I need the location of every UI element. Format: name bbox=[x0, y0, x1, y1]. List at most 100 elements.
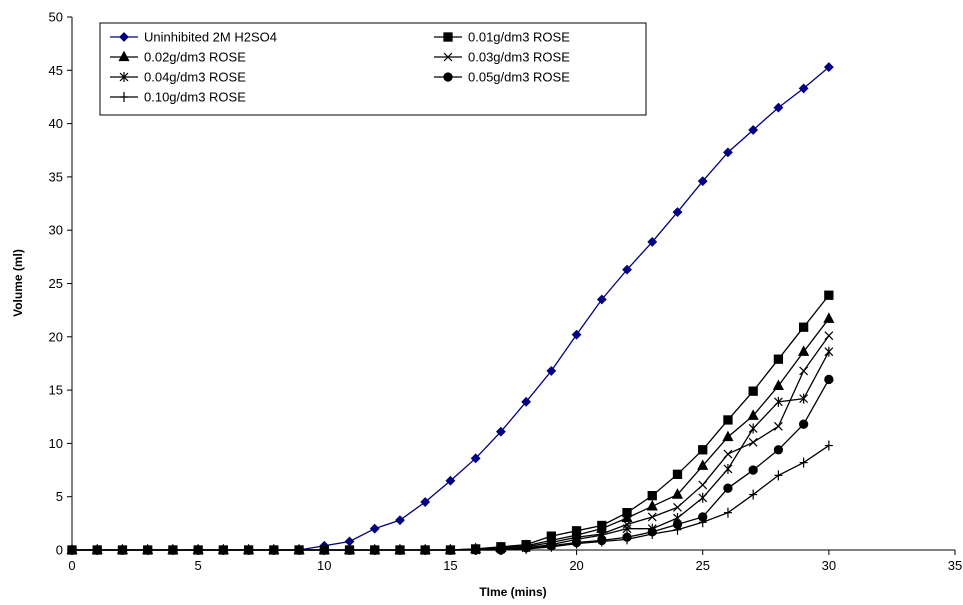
data-point-plus bbox=[345, 545, 354, 555]
data-point-circle bbox=[748, 465, 758, 475]
data-point-diamond bbox=[647, 237, 658, 247]
legend-label: Uninhibited 2M H2SO4 bbox=[144, 30, 277, 45]
data-point-diamond bbox=[369, 523, 380, 534]
data-point-plus bbox=[749, 489, 758, 500]
legend-item: 0.02g/dm3 ROSE bbox=[110, 50, 246, 65]
data-point-diamond bbox=[395, 515, 405, 526]
data-point-plus bbox=[799, 457, 808, 468]
data-point-plus bbox=[120, 92, 128, 102]
data-point-diamond bbox=[723, 147, 733, 158]
data-point-square bbox=[443, 32, 453, 42]
legend-label: 0.01g/dm3 ROSE bbox=[468, 30, 570, 45]
y-tick-label: 35 bbox=[49, 169, 63, 184]
data-point-triangle bbox=[772, 379, 784, 390]
data-point-plus bbox=[295, 545, 304, 555]
y-tick-label: 50 bbox=[49, 10, 63, 25]
data-point-square bbox=[672, 469, 683, 479]
plot-area bbox=[66, 62, 835, 555]
legend-item: 0.04g/dm3 ROSE bbox=[110, 70, 246, 85]
data-point-plus bbox=[68, 545, 76, 555]
data-point-square bbox=[723, 415, 733, 425]
legend-item: 0.01g/dm3 ROSE bbox=[434, 30, 570, 45]
y-tick-label: 30 bbox=[49, 223, 63, 238]
data-point-plus bbox=[496, 545, 505, 555]
data-point-plus bbox=[244, 545, 253, 555]
y-tick-label: 0 bbox=[56, 543, 63, 558]
data-point-triangle bbox=[798, 345, 810, 356]
data-point-diamond bbox=[445, 475, 456, 486]
legend-label: 0.04g/dm3 ROSE bbox=[144, 70, 246, 85]
data-point-circle bbox=[773, 445, 784, 455]
series bbox=[68, 440, 833, 555]
x-tick-label: 25 bbox=[695, 558, 709, 573]
data-point-plus bbox=[824, 440, 833, 451]
data-point-plus bbox=[168, 545, 177, 555]
data-point-diamond bbox=[420, 497, 431, 507]
data-point-triangle bbox=[646, 499, 658, 511]
data-point-diamond bbox=[119, 32, 129, 42]
axes: 0 5 10 15 20 25 30 35 40 45 50 0 5 10 15 20 25 30 35 bbox=[49, 10, 963, 574]
series bbox=[67, 290, 834, 555]
data-point-plus bbox=[93, 545, 102, 555]
data-point-diamond bbox=[571, 329, 582, 340]
y-tick-label: 45 bbox=[49, 63, 63, 78]
data-point-plus bbox=[143, 545, 152, 555]
data-point-circle bbox=[723, 483, 733, 493]
x-tick-label: 15 bbox=[443, 558, 457, 573]
legend-item: Uninhibited 2M H2SO4 bbox=[110, 30, 277, 45]
legend-item: 0.10g/dm3 ROSE bbox=[110, 90, 246, 105]
data-point-diamond bbox=[495, 426, 506, 437]
series-line bbox=[72, 379, 830, 551]
legend-label: 0.03g/dm3 ROSE bbox=[468, 50, 570, 65]
legend-label: 0.05g/dm3 ROSE bbox=[468, 70, 570, 85]
series bbox=[66, 312, 835, 555]
data-point-plus bbox=[446, 545, 455, 555]
legend-item: 0.03g/dm3 ROSE bbox=[434, 50, 570, 65]
data-point-plus bbox=[320, 545, 329, 555]
data-point-square bbox=[798, 322, 809, 332]
data-point-star bbox=[119, 72, 129, 82]
y-tick-label: 10 bbox=[49, 436, 63, 451]
data-point-plus bbox=[370, 545, 379, 555]
y-tick-label: 15 bbox=[49, 383, 63, 398]
data-point-diamond bbox=[622, 264, 632, 275]
data-point-plus bbox=[421, 545, 430, 555]
data-point-star bbox=[622, 523, 632, 534]
data-point-triangle bbox=[747, 409, 759, 420]
legend-label: 0.10g/dm3 ROSE bbox=[144, 90, 246, 105]
data-point-square bbox=[647, 490, 657, 501]
data-point-plus bbox=[547, 541, 556, 552]
data-point-square bbox=[773, 354, 784, 364]
data-point-plus bbox=[572, 538, 581, 549]
data-point-plus bbox=[698, 517, 707, 528]
legend-box bbox=[99, 22, 647, 116]
data-point-x bbox=[443, 52, 453, 62]
data-point-diamond bbox=[596, 294, 607, 305]
y-tick-label: 5 bbox=[56, 489, 63, 504]
data-point-x bbox=[824, 331, 834, 341]
x-tick-label: 0 bbox=[68, 558, 75, 573]
data-point-plus bbox=[723, 507, 732, 518]
data-point-plus bbox=[395, 545, 404, 555]
data-point-plus bbox=[219, 545, 228, 555]
series bbox=[67, 346, 834, 555]
data-point-triangle bbox=[823, 312, 835, 323]
data-point-triangle bbox=[671, 488, 684, 499]
data-point-plus bbox=[648, 529, 657, 540]
data-point-triangle bbox=[697, 459, 709, 470]
data-point-plus bbox=[522, 543, 531, 554]
data-point-diamond bbox=[798, 83, 809, 94]
series bbox=[67, 374, 834, 555]
data-point-diamond bbox=[697, 176, 708, 187]
data-point-x bbox=[673, 502, 682, 512]
legend: Uninhibited 2M H2SO4 0.01g/dm3 ROSE 0.02g/… bbox=[99, 22, 647, 116]
data-point-plus bbox=[118, 545, 127, 555]
series-line bbox=[72, 294, 830, 551]
data-point-plus bbox=[269, 545, 278, 555]
data-point-diamond bbox=[748, 125, 759, 135]
data-point-plus bbox=[194, 545, 203, 555]
data-point-square bbox=[748, 386, 758, 396]
y-tick-label: 25 bbox=[49, 276, 63, 291]
